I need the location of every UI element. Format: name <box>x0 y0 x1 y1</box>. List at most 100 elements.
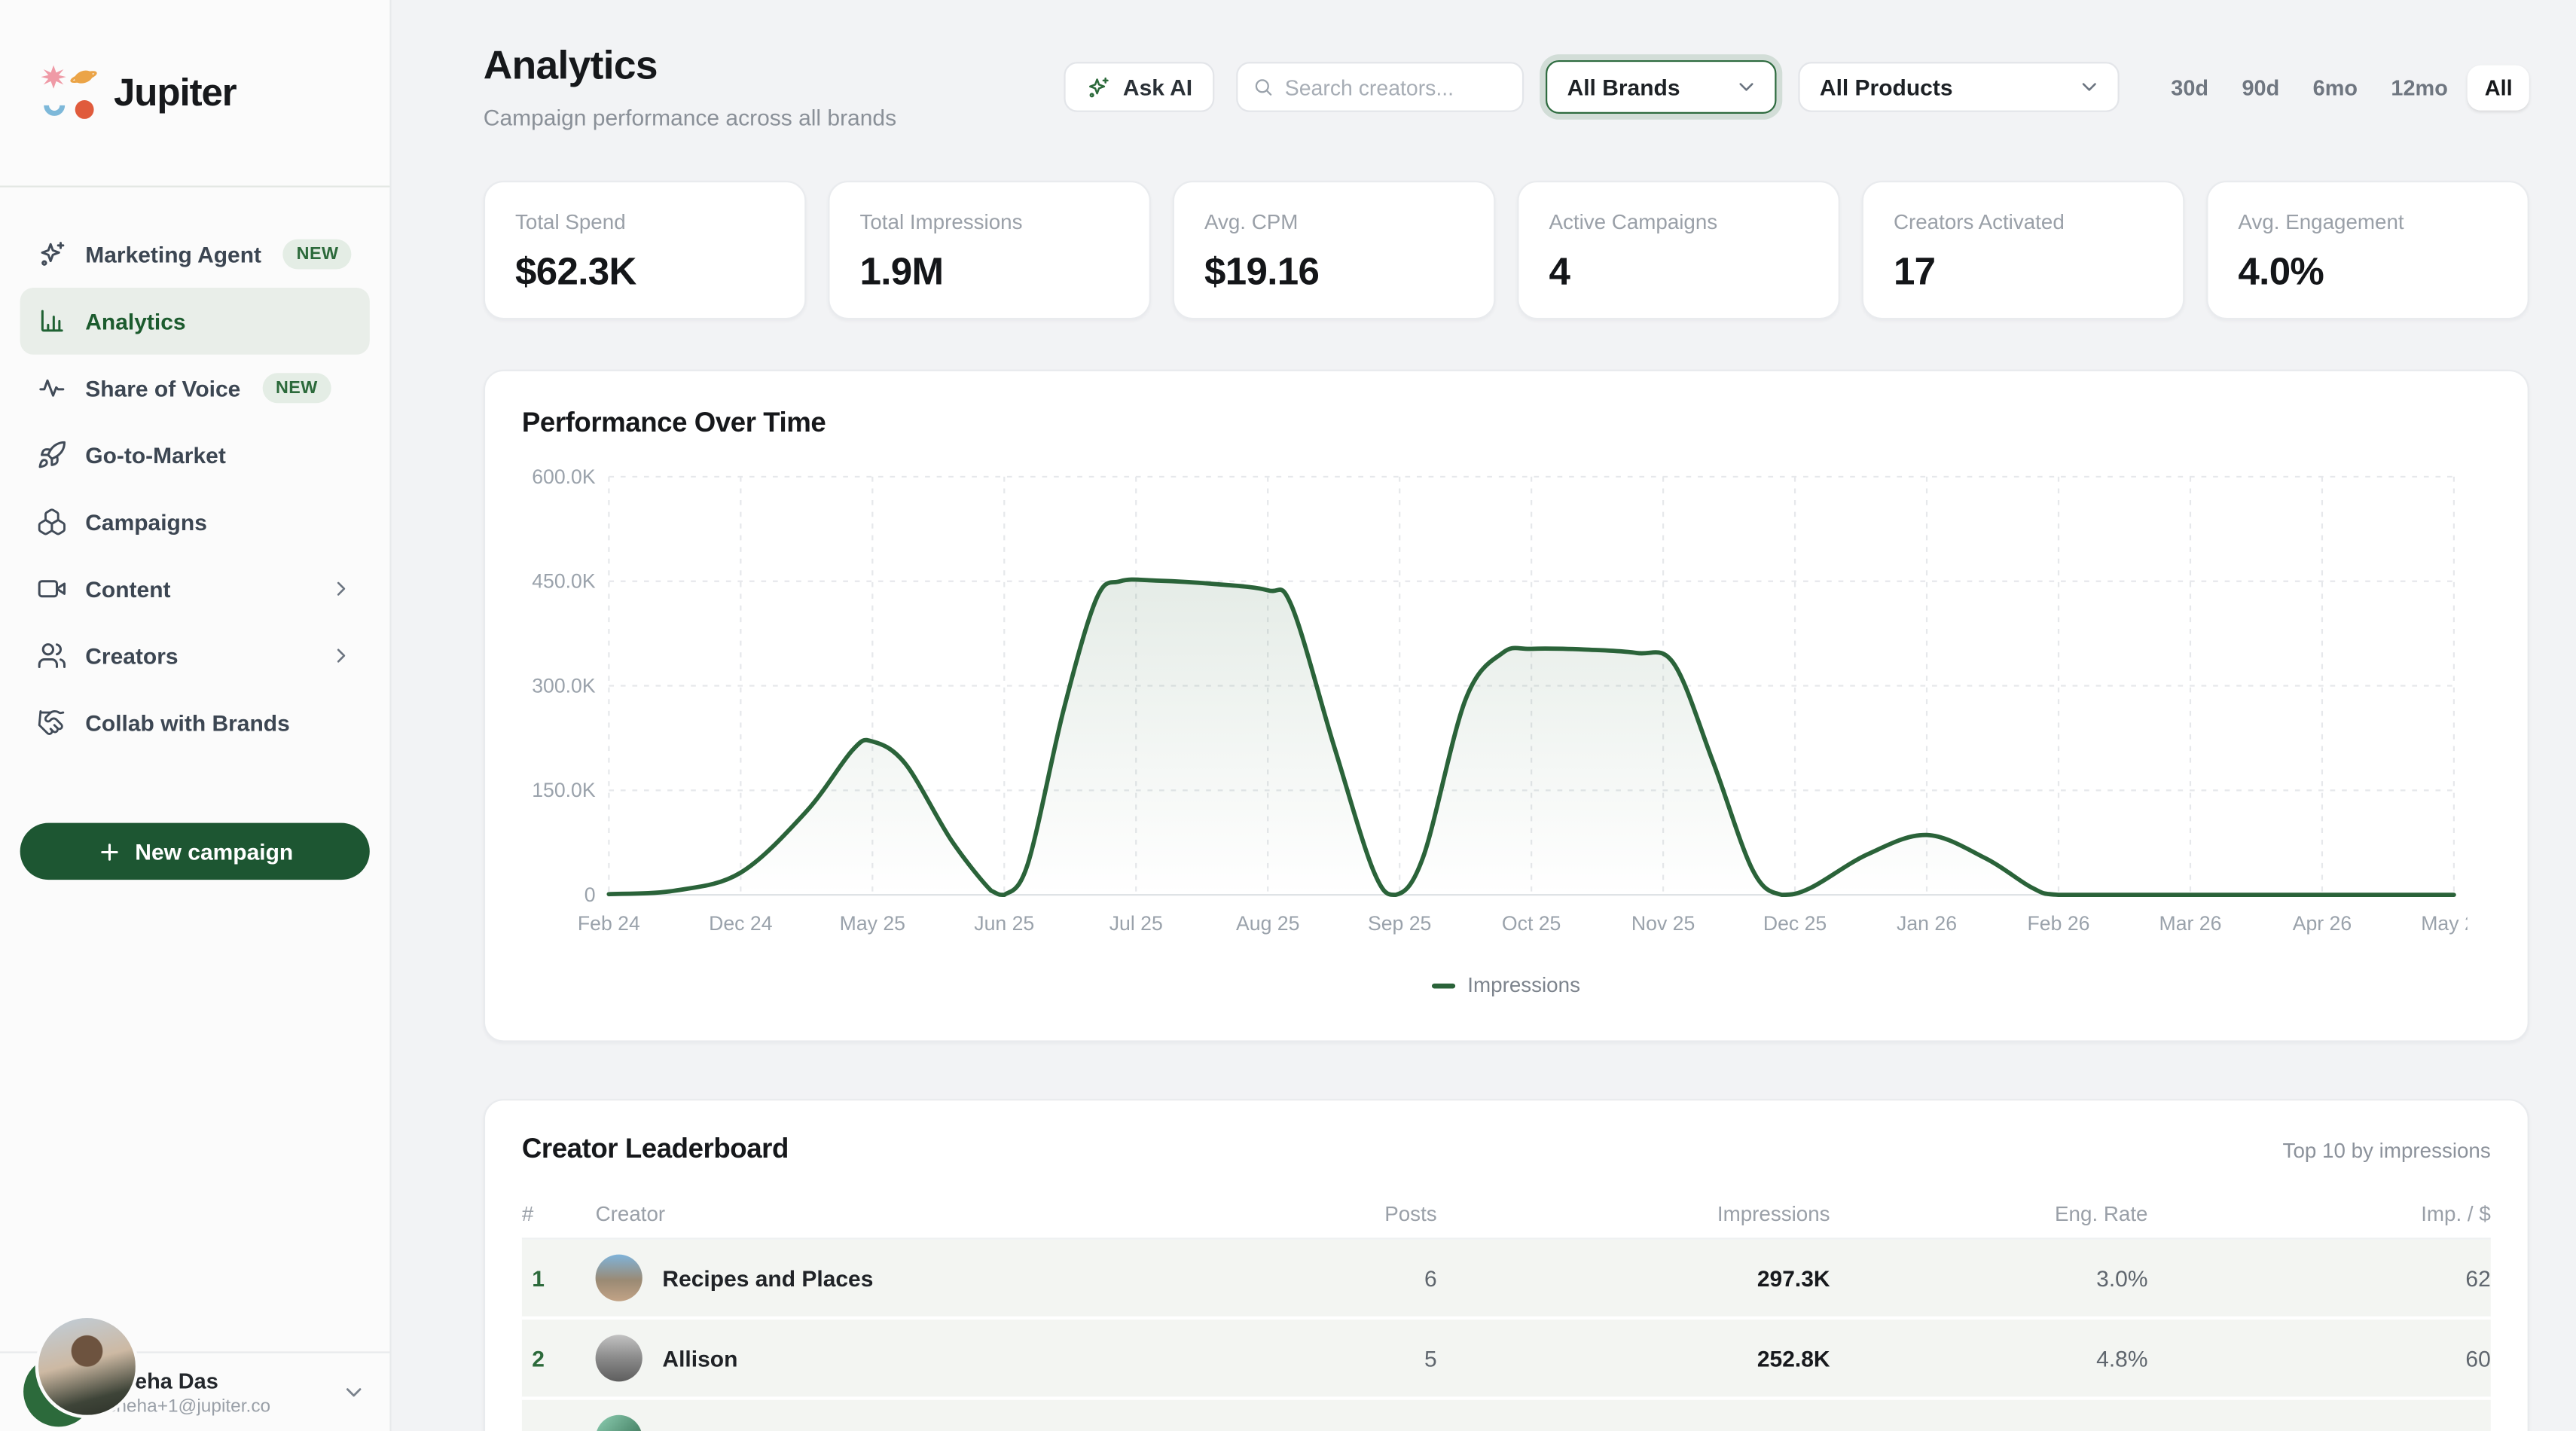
user-profile-row[interactable]: S Sneha Das sneha+1@jupiter.co <box>0 1314 390 1431</box>
table-row[interactable]: 3 <box>521 1399 2491 1431</box>
svg-text:Sep 25: Sep 25 <box>1368 912 1431 935</box>
kpi-label: Total Impressions <box>859 210 1023 234</box>
posts-cell: 5 <box>1424 1345 1437 1371</box>
svg-text:Mar 26: Mar 26 <box>2159 912 2222 935</box>
col-rank: # <box>521 1201 534 1225</box>
col-imp-per-dollar: Imp. / $ <box>2421 1201 2491 1225</box>
sidebar-item-analytics[interactable]: Analytics <box>20 287 370 355</box>
sidebar-item-marketing-agent[interactable]: Marketing Agent NEW <box>20 221 370 288</box>
bar-chart-icon <box>37 306 67 336</box>
sidebar-item-share-of-voice[interactable]: Share of Voice NEW <box>20 355 370 422</box>
brand-filter-select[interactable]: All Brands <box>1545 59 1777 114</box>
col-eng-rate: Eng. Rate <box>2055 1201 2148 1225</box>
plus-icon <box>96 839 121 864</box>
dot-shape <box>75 99 94 118</box>
search-icon <box>1255 79 1271 96</box>
chevron-down-icon <box>2077 75 2101 99</box>
sidebar-item-label: Marketing Agent <box>85 241 262 267</box>
sidebar-nav: Marketing Agent NEW Analytics Share of V… <box>0 188 389 756</box>
new-campaign-button[interactable]: New campaign <box>20 822 370 880</box>
sidebar-item-label: Analytics <box>85 308 186 334</box>
kpi-label: Total Spend <box>515 210 626 234</box>
sidebar-item-label: Share of Voice <box>85 375 241 401</box>
product-filter-value: All Products <box>1819 74 1953 100</box>
svg-text:450.0K: 450.0K <box>532 570 596 593</box>
main-content: Analytics Campaign performance across al… <box>392 0 2576 1431</box>
table-row[interactable]: 1 Recipes and Places 6 297.3K 3.0% 62 <box>521 1239 2491 1320</box>
search-input[interactable] <box>1284 74 1507 100</box>
leaderboard-title: Creator Leaderboard <box>521 1134 789 1164</box>
svg-text:Nov 25: Nov 25 <box>1631 912 1695 935</box>
range-90d-button[interactable]: 90d <box>2229 66 2293 108</box>
range-all-button[interactable]: All <box>2468 64 2529 110</box>
page-subtitle: Campaign performance across all brands <box>483 105 897 131</box>
new-badge: NEW <box>262 373 331 404</box>
sidebar-item-go-to-market[interactable]: Go-to-Market <box>20 422 370 489</box>
sidebar-item-collab-with-brands[interactable]: Collab with Brands <box>20 689 370 756</box>
table-row[interactable]: 2 Allison 5 252.8K 4.8% 60 <box>521 1320 2491 1400</box>
range-6mo-button[interactable]: 6mo <box>2300 66 2371 108</box>
sidebar-item-label: Campaigns <box>85 509 207 535</box>
creator-avatar <box>595 1335 642 1382</box>
chart-legend: Impressions <box>522 974 2491 997</box>
kpi-avg-cpm: Avg. CPM $19.16 <box>1172 180 1496 320</box>
creator-name: Recipes and Places <box>662 1265 874 1291</box>
svg-text:Aug 25: Aug 25 <box>1236 912 1299 935</box>
svg-text:Jul 25: Jul 25 <box>1109 912 1163 935</box>
leaderboard-table: # Creator Posts Impressions Eng. Rate Im… <box>521 1189 2491 1431</box>
impressions-area-chart: Feb 24 Dec 24 May 25 Jun 25 Jul 25 Aug 25 Sep … <box>522 456 2491 960</box>
svg-text:300.0K: 300.0K <box>532 674 596 697</box>
col-posts: Posts <box>1384 1201 1437 1225</box>
profile-email: sneha+1@jupiter.co <box>107 1396 271 1417</box>
rank-cell: 2 <box>532 1345 545 1371</box>
svg-text:Feb 24: Feb 24 <box>578 912 640 935</box>
chart-title: Performance Over Time <box>521 407 826 438</box>
range-30d-button[interactable]: 30d <box>2158 66 2222 108</box>
impressions-cell: 252.8K <box>1757 1345 1830 1371</box>
avatar-photo <box>35 1314 139 1418</box>
creator-cell: Recipes and Places <box>595 1254 1186 1301</box>
kpi-label: Avg. CPM <box>1204 210 1299 234</box>
chevron-right-icon <box>329 644 353 667</box>
kpi-row: Total Spend $62.3K Total Impressions 1.9… <box>483 180 2529 320</box>
product-filter-select[interactable]: All Products <box>1798 62 2120 112</box>
svg-text:600.0K: 600.0K <box>532 465 596 488</box>
jupiter-logo-icon <box>41 64 97 118</box>
chevron-down-icon <box>1735 75 1758 99</box>
rocket-icon <box>37 440 67 470</box>
sidebar-item-label: Collab with Brands <box>85 709 290 736</box>
kpi-value: $62.3K <box>515 249 636 293</box>
new-campaign-label: New campaign <box>135 838 294 865</box>
chevron-right-icon <box>329 577 353 600</box>
svg-text:0: 0 <box>584 883 596 906</box>
leaderboard-subtitle: Top 10 by impressions <box>2282 1139 2491 1163</box>
ask-ai-button[interactable]: Ask AI <box>1064 62 1214 112</box>
svg-text:Dec 24: Dec 24 <box>709 912 773 935</box>
sidebar-item-label: Go-to-Market <box>85 442 226 468</box>
leaderboard-header: Creator Leaderboard Top 10 by impression… <box>522 1134 2491 1166</box>
page-title: Analytics <box>483 43 658 89</box>
posts-cell: 6 <box>1424 1265 1437 1291</box>
kpi-label: Active Campaigns <box>1549 210 1718 234</box>
impressions-cell: 297.3K <box>1757 1265 1830 1291</box>
performance-chart-card: Performance Over Time Feb 24 Dec 24 May 25… <box>483 369 2529 1042</box>
creator-search <box>1235 62 1524 112</box>
svg-text:Dec 25: Dec 25 <box>1763 912 1827 935</box>
new-badge: NEW <box>282 239 353 270</box>
col-creator: Creator <box>595 1201 666 1225</box>
jupiter-logo[interactable]: Jupiter <box>0 0 390 188</box>
boxes-icon <box>37 507 67 537</box>
kpi-total-spend: Total Spend $62.3K <box>483 180 807 320</box>
creator-cell <box>595 1414 1186 1431</box>
range-12mo-button[interactable]: 12mo <box>2378 66 2462 108</box>
sidebar-item-campaigns[interactable]: Campaigns <box>20 488 370 555</box>
kpi-value: 4 <box>1549 249 1570 293</box>
sparkles-icon <box>37 240 67 270</box>
svg-text:Jan 26: Jan 26 <box>1897 912 1957 935</box>
legend-label: Impressions <box>1467 973 1580 997</box>
sidebar-item-creators[interactable]: Creators <box>20 622 370 689</box>
chart-svg: Feb 24 Dec 24 May 25 Jun 25 Jul 25 Aug 25 Sep … <box>532 465 2486 935</box>
kpi-label: Avg. Engagement <box>2238 210 2404 234</box>
sidebar-item-content[interactable]: Content <box>20 555 370 622</box>
